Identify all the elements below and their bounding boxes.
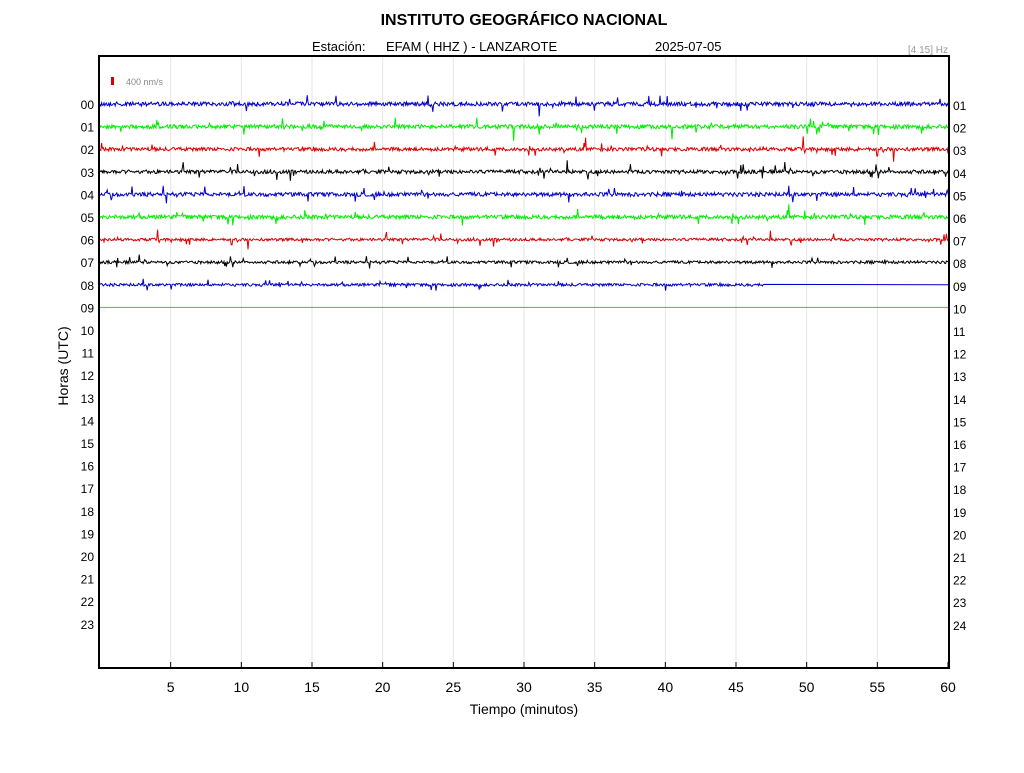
- left-hour-label-07: 07: [81, 256, 95, 270]
- trace-hour-08: [99, 278, 949, 291]
- left-hour-label-02: 02: [81, 143, 95, 157]
- right-hour-label-23: 23: [953, 596, 967, 610]
- left-hour-label-14: 14: [81, 414, 95, 428]
- trace-hour-02: [99, 136, 949, 162]
- right-hour-label-02: 02: [953, 122, 967, 136]
- trace-hour-00: [99, 95, 949, 117]
- x-tick-label-60: 60: [940, 679, 956, 695]
- x-tick-label-10: 10: [234, 679, 250, 695]
- left-hour-label-22: 22: [81, 595, 95, 609]
- trace-hour-07: [99, 254, 949, 269]
- x-tick-label-55: 55: [870, 679, 886, 695]
- x-tick-label-30: 30: [516, 679, 532, 695]
- right-hour-label-10: 10: [953, 302, 967, 316]
- station-name: EFAM ( HHZ ) - LANZAROTE: [386, 39, 558, 54]
- right-hour-label-04: 04: [953, 167, 967, 181]
- x-tick-label-35: 35: [587, 679, 603, 695]
- y-axis-label: Horas (UTC): [55, 326, 71, 405]
- left-hour-label-15: 15: [81, 437, 95, 451]
- left-hour-label-00: 00: [81, 98, 95, 112]
- right-hour-label-12: 12: [953, 348, 967, 362]
- left-hour-labels: 00 01 02 03 04 05 06 07 08 09 10 11 12 13 14 15 16 17 18 19…: [81, 98, 95, 632]
- left-hour-label-12: 12: [81, 369, 95, 383]
- x-tick-label-25: 25: [446, 679, 462, 695]
- x-tick-label-45: 45: [728, 679, 744, 695]
- vertical-grid: [170, 57, 878, 667]
- trace-hour-04: [99, 185, 949, 204]
- filter-band-label: [4 15] Hz: [908, 45, 948, 56]
- trace-hour-05: [99, 204, 949, 226]
- left-hour-label-08: 08: [81, 279, 95, 293]
- right-hour-label-18: 18: [953, 483, 967, 497]
- right-hour-label-21: 21: [953, 551, 967, 565]
- left-hour-label-09: 09: [81, 301, 95, 315]
- right-hour-label-07: 07: [953, 235, 967, 249]
- left-hour-label-13: 13: [81, 392, 95, 406]
- chart-title: INSTITUTO GEOGRÁFICO NACIONAL: [381, 10, 668, 29]
- x-tick-label-15: 15: [304, 679, 320, 695]
- left-hour-label-06: 06: [81, 234, 95, 248]
- right-hour-label-03: 03: [953, 144, 967, 158]
- left-hour-label-04: 04: [81, 188, 95, 202]
- left-hour-label-16: 16: [81, 460, 95, 474]
- left-hour-label-20: 20: [81, 550, 95, 564]
- x-tick-label-5: 5: [167, 679, 175, 695]
- trace-hour-06: [99, 229, 949, 250]
- trace-hour-03: [99, 160, 949, 181]
- right-hour-label-11: 11: [953, 325, 966, 339]
- right-hour-label-20: 20: [953, 528, 967, 542]
- scale-bar: [111, 77, 114, 85]
- x-axis-ticks: 5 10 15 20 25 30 35 40 45 50 55 60: [167, 662, 956, 695]
- right-hour-label-05: 05: [953, 189, 967, 203]
- seismic-traces: [99, 95, 949, 308]
- left-hour-label-05: 05: [81, 211, 95, 225]
- right-hour-label-22: 22: [953, 574, 967, 588]
- right-hour-label-15: 15: [953, 415, 967, 429]
- right-hour-label-17: 17: [953, 461, 967, 475]
- left-hour-label-21: 21: [81, 573, 95, 587]
- plot-date: 2025-07-05: [655, 39, 722, 54]
- x-tick-label-20: 20: [375, 679, 391, 695]
- left-hour-label-03: 03: [81, 166, 95, 180]
- left-hour-label-11: 11: [82, 347, 95, 361]
- trace-hour-01: [99, 117, 949, 141]
- right-hour-label-08: 08: [953, 257, 967, 271]
- right-hour-label-24: 24: [953, 619, 967, 633]
- left-hour-label-18: 18: [81, 505, 95, 519]
- left-hour-label-23: 23: [81, 618, 95, 632]
- right-hour-label-14: 14: [953, 393, 967, 407]
- left-hour-label-19: 19: [81, 527, 95, 541]
- right-hour-label-09: 09: [953, 280, 967, 294]
- right-hour-label-16: 16: [953, 438, 967, 452]
- station-label: Estación:: [312, 39, 365, 54]
- right-hour-label-06: 06: [953, 212, 967, 226]
- right-hour-label-01: 01: [953, 99, 967, 113]
- x-tick-label-40: 40: [658, 679, 674, 695]
- left-hour-label-17: 17: [81, 482, 95, 496]
- left-hour-label-01: 01: [81, 121, 95, 135]
- x-tick-label-50: 50: [799, 679, 815, 695]
- right-hour-labels: 01 02 03 04 05 06 07 08 09 10 11 12 13 14 15 16 17 18 19 20…: [953, 99, 967, 633]
- right-hour-label-13: 13: [953, 370, 967, 384]
- x-axis-label: Tiempo (minutos): [470, 701, 578, 717]
- scale-label: 400 nm/s: [126, 77, 164, 87]
- left-hour-label-10: 10: [81, 324, 95, 338]
- right-hour-label-19: 19: [953, 506, 967, 520]
